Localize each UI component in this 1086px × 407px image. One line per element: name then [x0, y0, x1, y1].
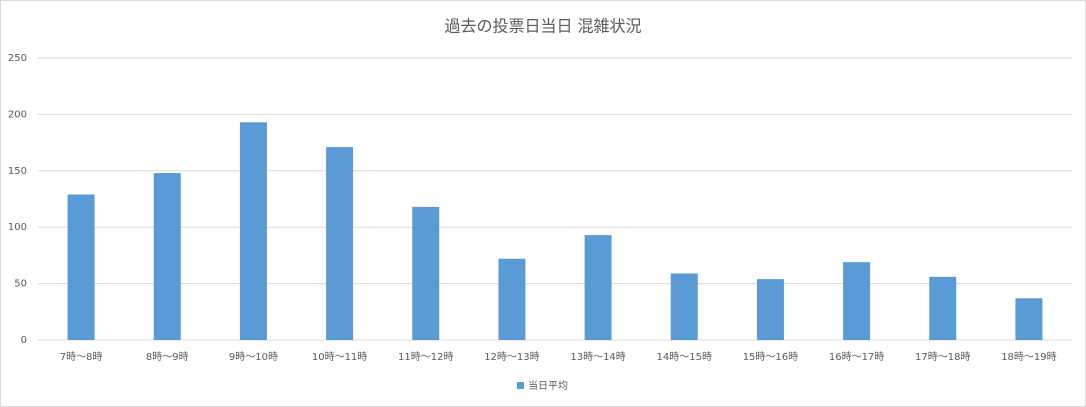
legend-label: 当日平均 [528, 379, 568, 392]
y-tick-label: 150 [8, 166, 27, 177]
bar [929, 276, 957, 340]
bar [67, 194, 95, 340]
bar [412, 206, 440, 340]
x-tick-label: 15時～16時 [743, 351, 798, 363]
bar [326, 147, 354, 340]
x-tick-label: 14時～15時 [657, 351, 712, 363]
y-tick-label: 100 [8, 222, 27, 233]
legend-swatch [517, 382, 524, 389]
bar [670, 273, 698, 340]
bar [1015, 298, 1043, 340]
x-tick-label: 10時～11時 [312, 351, 367, 363]
y-tick-label: 250 [8, 53, 27, 64]
bar [498, 258, 526, 340]
bar [239, 122, 267, 341]
x-tick-label: 12時～13時 [484, 351, 539, 363]
x-tick-label: 7時～8時 [60, 351, 103, 363]
x-tick-label: 9時～10時 [229, 351, 278, 363]
bar [843, 262, 871, 340]
bar [756, 279, 784, 340]
x-tick-label: 13時～14時 [570, 351, 625, 363]
x-tick-label: 16時～17時 [829, 351, 884, 363]
chart-title: 過去の投票日当日 混雑状況 [444, 17, 641, 36]
x-tick-label: 17時～18時 [915, 351, 970, 363]
y-tick-label: 50 [14, 279, 27, 290]
x-tick-label: 8時～9時 [146, 351, 189, 363]
bar [153, 173, 181, 340]
x-tick-label: 18時～19時 [1001, 351, 1056, 363]
y-tick-label: 200 [8, 109, 27, 120]
y-tick-label: 0 [21, 335, 27, 346]
x-tick-label: 11時～12時 [398, 351, 453, 363]
bar [584, 235, 612, 340]
